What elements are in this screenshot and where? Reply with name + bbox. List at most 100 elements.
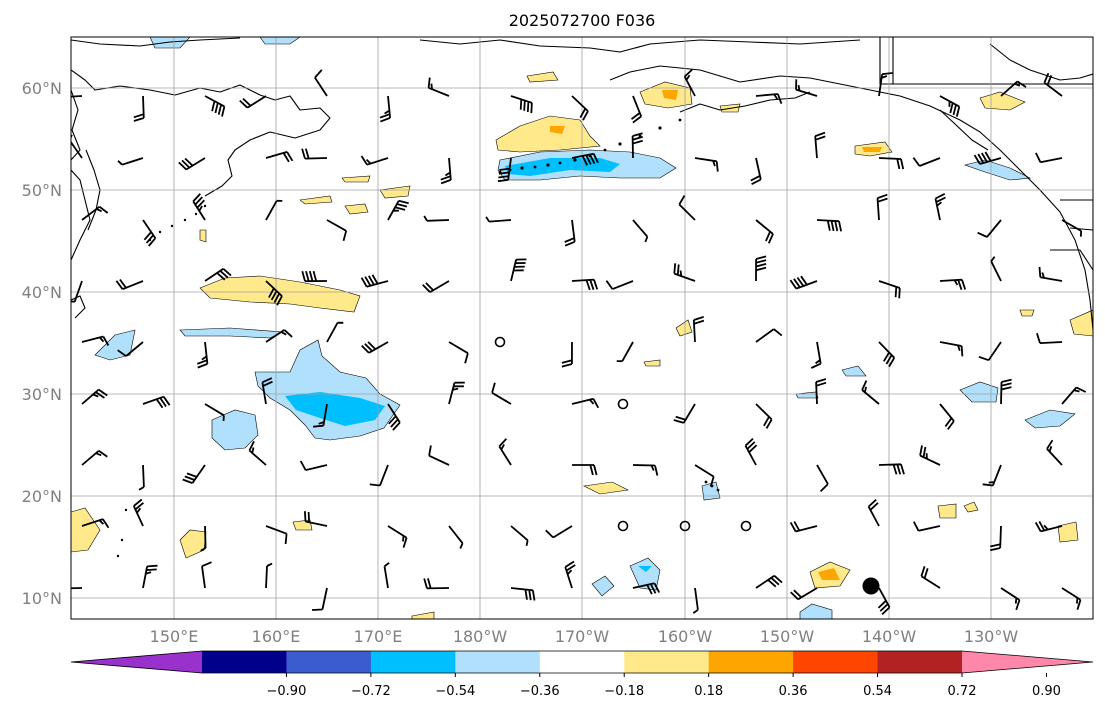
wind-barb-icon	[1061, 386, 1087, 405]
wind-barb-icon	[81, 205, 109, 221]
wind-barb-icon	[182, 464, 206, 484]
wind-barb-icon	[448, 341, 469, 364]
lat-label: 40°N	[22, 283, 62, 302]
lon-label: 160°W	[658, 627, 713, 646]
wind-barb-icon	[630, 95, 643, 124]
wind-barb-icon	[755, 93, 783, 105]
wind-barb-icon	[878, 463, 905, 475]
calm-circle-icon	[679, 520, 691, 532]
colorbar-tick-label: −0.90	[267, 684, 307, 699]
wind-barb-icon	[755, 219, 774, 244]
wind-barb-icon	[861, 380, 880, 405]
wind-barb-icon	[178, 157, 206, 171]
wind-barb-icon	[1046, 439, 1063, 466]
wind-barb-icon	[877, 587, 891, 616]
wind-barb-icon	[920, 566, 941, 589]
wind-barb-icon	[632, 219, 649, 243]
colorbar-segment	[877, 651, 963, 673]
wind-barb-icon	[755, 328, 783, 343]
wind-barb-icon	[673, 263, 696, 282]
storm-marker-icon	[862, 577, 880, 595]
calm-circle-icon	[740, 520, 752, 532]
colorbar-outline	[70, 650, 1094, 674]
wind-barb-icon	[939, 95, 961, 117]
wind-barb-icon	[1000, 378, 1012, 405]
wind-barb-icon	[692, 316, 705, 343]
wind-barb-icon	[192, 193, 206, 221]
wind-barb-icon	[81, 450, 108, 466]
wind-barb-icon	[934, 192, 946, 221]
wind-barb-icon	[683, 68, 696, 97]
wind-barb-icon	[361, 341, 389, 354]
wind-barb-icon	[572, 464, 598, 476]
wind-barb-icon	[497, 157, 512, 183]
wind-barb-icon	[816, 464, 829, 493]
lat-label: 30°N	[22, 385, 62, 404]
wind-barb-icon	[510, 525, 529, 546]
wind-barb-icon	[204, 268, 232, 282]
wind-barb-icon	[545, 525, 573, 539]
wind-barb-icon	[678, 195, 696, 221]
wind-barb-icon	[982, 464, 1002, 487]
colorbar-segment	[455, 651, 541, 673]
wind-barb-icon	[1061, 587, 1082, 610]
colorbar-extend-min	[71, 651, 202, 673]
wind-barb-icon	[261, 377, 273, 405]
wind-barb-icon	[876, 193, 888, 221]
wind-barb-icon	[978, 341, 1002, 362]
wind-barb-icon	[789, 275, 818, 290]
lat-label: 10°N	[22, 589, 62, 608]
colorbar-tick-label: 0.72	[948, 684, 977, 699]
wind-barb-icon	[301, 270, 328, 283]
wind-barb-icon	[912, 521, 941, 532]
wind-barb-icon	[744, 437, 758, 466]
wind-barb-icon	[605, 280, 634, 290]
longitude-labels: 150°E 160°E 170°E 180°W 170°W 160°W 150°…	[150, 627, 1019, 646]
wind-barb-icon	[265, 562, 273, 589]
wind-barb-icon	[795, 79, 818, 97]
wind-barb-icon	[878, 157, 905, 170]
wind-barb-icon	[115, 278, 144, 291]
wind-barb-icon	[427, 77, 450, 97]
wind-barb-icon	[81, 518, 110, 529]
wind-barb-icon	[71, 587, 83, 590]
lat-label: 20°N	[22, 487, 62, 506]
wind-barb-icon	[314, 69, 328, 97]
wind-barb-icon	[383, 562, 390, 589]
colorbar-tick-label: 0.36	[779, 684, 808, 699]
wind-barb-icon	[117, 157, 144, 166]
wind-barb-icon	[790, 587, 818, 601]
wind-barb-icon	[939, 403, 955, 430]
map-plot-area	[70, 36, 1094, 620]
wind-barb-icon	[1035, 152, 1063, 164]
wind-barb-icon	[631, 132, 643, 159]
wind-barb-icon	[81, 335, 110, 346]
wind-barb-icon	[498, 438, 512, 466]
latitude-labels: 60°N 50°N 40°N 30°N 20°N 10°N	[22, 79, 62, 608]
wind-barb-icon	[561, 341, 573, 368]
colorbar-segment	[624, 651, 710, 673]
wind-barb-icon	[423, 578, 450, 590]
wind-barb-icon	[632, 582, 661, 595]
wind-barb-icon	[301, 148, 328, 160]
calm-circle-icon	[494, 336, 506, 348]
wind-barb-icon	[694, 157, 719, 172]
wind-barb-icon	[360, 155, 389, 166]
wind-barb-icon	[132, 498, 144, 527]
wind-barb-icon	[304, 511, 328, 527]
wind-barb-icon	[814, 131, 826, 159]
wind-barb-icon	[755, 255, 767, 282]
wind-barb-icon	[138, 464, 145, 491]
colorbar-segment	[793, 651, 879, 673]
wind-barb-icon	[977, 219, 1002, 238]
wind-barb-icon	[973, 151, 1002, 165]
wind-barb-icon	[485, 216, 512, 223]
colorbar-tick-label: −0.36	[520, 684, 560, 699]
wind-barb-icon	[265, 151, 294, 163]
wind-barb-icon	[265, 329, 293, 343]
wind-barb-icon	[755, 574, 783, 589]
colorbar-segment	[708, 651, 794, 673]
colorbar-segment	[202, 651, 287, 673]
wind-barb-icon	[1038, 266, 1063, 282]
wind-barb-icon	[387, 199, 409, 221]
